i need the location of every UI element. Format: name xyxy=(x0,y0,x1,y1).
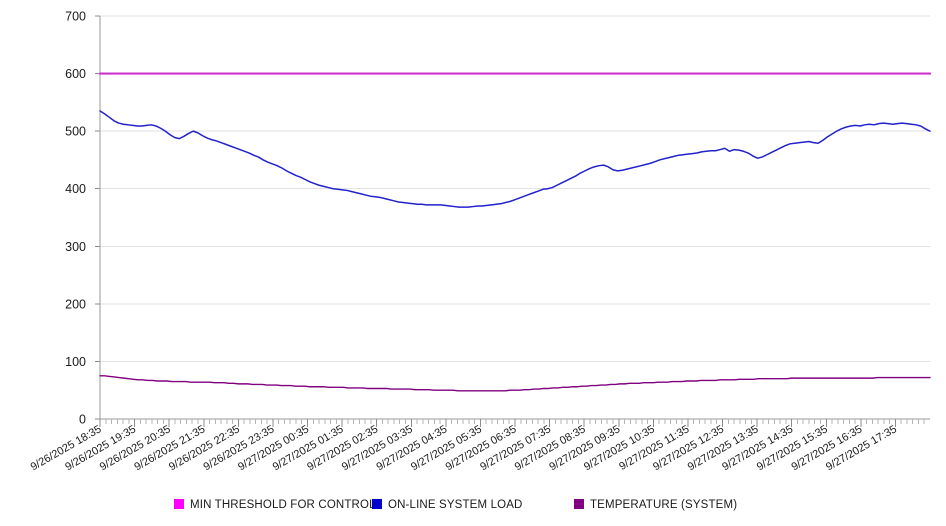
x-axis-ticks-group xyxy=(99,419,925,427)
y-tick-label: 100 xyxy=(65,355,86,369)
series-online-system-load xyxy=(99,110,931,208)
legend-swatch xyxy=(372,499,382,509)
y-tick-label: 300 xyxy=(65,240,86,254)
legend-swatch xyxy=(174,499,184,509)
series-temperature-system xyxy=(99,375,931,392)
y-tick-label: 600 xyxy=(65,67,86,81)
chart-legend: MIN THRESHOLD FOR CONTROL ON-LINE SYSTEM … xyxy=(174,499,737,511)
legend-label: ON-LINE SYSTEM LOAD xyxy=(388,499,523,511)
y-tick-label: 200 xyxy=(65,297,86,311)
y-tick-label: 0 xyxy=(79,413,86,427)
series-layer xyxy=(98,72,932,392)
y-tick-label: 700 xyxy=(65,10,86,24)
legend-swatch xyxy=(574,499,584,509)
y-axis-tick-labels: 0 100 200 300 400 500 600 700 xyxy=(65,10,100,427)
y-tick-label: 500 xyxy=(65,125,86,139)
y-tick-label: 400 xyxy=(65,182,86,196)
legend-label: MIN THRESHOLD FOR CONTROL xyxy=(190,499,376,511)
legend-label: TEMPERATURE (SYSTEM) xyxy=(590,499,737,511)
